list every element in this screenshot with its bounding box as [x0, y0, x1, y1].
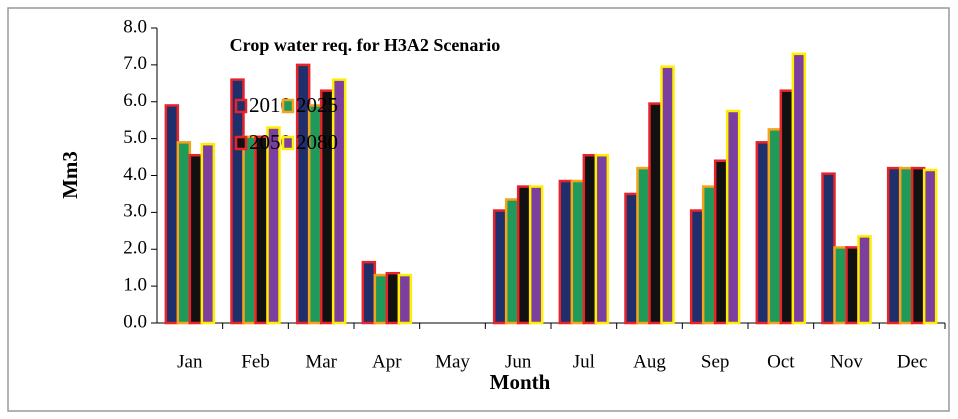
- bar: [713, 159, 729, 325]
- x-tick-label: Feb: [241, 351, 270, 372]
- bar: [624, 192, 639, 325]
- x-tick-label: Sep: [701, 351, 730, 372]
- bar: [242, 135, 257, 325]
- chart-title: Crop water req. for H3A2 Scenario: [230, 35, 501, 55]
- bar: [319, 89, 335, 325]
- bar: [898, 166, 914, 325]
- bar: [516, 185, 532, 325]
- x-tick-label: May: [435, 351, 470, 372]
- bar: [582, 153, 598, 325]
- y-tick-label: 5.0: [123, 127, 147, 148]
- legend-swatch: [234, 98, 248, 114]
- bar: [660, 65, 675, 325]
- bar: [648, 102, 663, 325]
- bar: [570, 179, 586, 325]
- x-tick-label: Dec: [897, 351, 928, 372]
- bar: [833, 246, 848, 325]
- legend-label: 2080: [296, 130, 338, 154]
- bar: [558, 179, 574, 325]
- bar: [492, 209, 508, 325]
- bar: [725, 109, 741, 325]
- bar: [331, 78, 347, 325]
- bar: [857, 235, 872, 325]
- x-axis-label: Month: [490, 370, 551, 394]
- legend-label: 2025: [296, 93, 338, 117]
- x-tick-label: Apr: [372, 351, 402, 372]
- legend-swatch: [234, 135, 248, 151]
- y-tick-label: 7.0: [123, 53, 147, 74]
- bar: [176, 141, 192, 325]
- x-tick-label: Aug: [633, 351, 666, 372]
- bar: [373, 273, 389, 325]
- bar: [266, 126, 281, 325]
- y-tick-label: 4.0: [123, 164, 147, 185]
- legend-swatch: [281, 98, 295, 114]
- bar: [767, 128, 783, 325]
- bar: [845, 246, 860, 325]
- bar: [886, 166, 902, 325]
- chart-frame: [7, 7, 950, 412]
- y-tick-label: 2.0: [123, 238, 147, 259]
- bar: [200, 142, 216, 325]
- x-tick-label: Jul: [573, 351, 595, 372]
- bar: [504, 198, 520, 325]
- y-tick-label: 3.0: [123, 201, 147, 222]
- bar: [397, 273, 413, 325]
- bar: [755, 141, 771, 325]
- bar: [922, 168, 938, 325]
- x-tick-label: Nov: [830, 351, 863, 372]
- bar: [910, 166, 926, 325]
- y-axis-label: Mm3: [58, 151, 82, 199]
- bar: [636, 166, 651, 325]
- bar: [701, 185, 717, 325]
- bar: [254, 135, 269, 325]
- x-tick-label: Oct: [767, 351, 795, 372]
- bar: [230, 78, 245, 325]
- bar: [779, 89, 795, 325]
- bar: [821, 172, 836, 325]
- bar: [689, 209, 705, 325]
- y-tick-label: 8.0: [123, 16, 147, 37]
- bar: [528, 185, 544, 325]
- legend-swatch: [281, 135, 295, 151]
- bar: [188, 153, 204, 325]
- bar: [361, 260, 377, 325]
- bar: [385, 271, 401, 325]
- bar: [164, 104, 180, 325]
- x-tick-label: Mar: [305, 351, 337, 372]
- y-tick-label: 6.0: [123, 90, 147, 111]
- x-tick-label: Jan: [177, 351, 203, 372]
- y-tick-label: 1.0: [123, 274, 147, 295]
- bar: [594, 153, 610, 325]
- bar: [791, 52, 807, 325]
- y-tick-label: 0.0: [123, 311, 147, 332]
- x-tick-label: Jun: [505, 351, 532, 372]
